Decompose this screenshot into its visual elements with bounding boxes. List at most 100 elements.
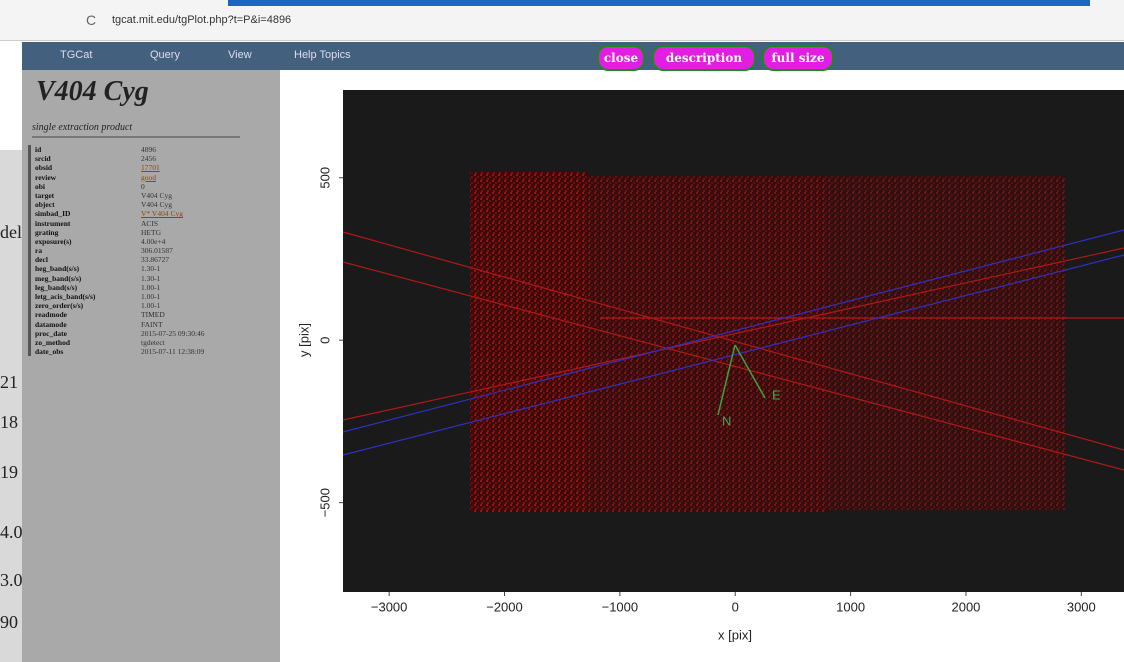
info-key: instrument <box>35 219 70 228</box>
sidebar-title: V404 Cyg <box>36 76 149 108</box>
nav-bar: TGCat Query View Help Topics close descriptio… <box>22 42 1124 70</box>
events-region <box>470 172 588 512</box>
info-key: obi <box>35 182 45 191</box>
info-value: TIMED <box>141 310 165 319</box>
compass-north: N <box>722 413 731 428</box>
info-row: grating HETG <box>35 228 235 237</box>
info-key: obsid <box>35 163 52 172</box>
info-row: meg_band(s/s)1.30-1 <box>35 274 235 283</box>
x-tick-label: 1000 <box>836 599 865 614</box>
info-value: 306.01587 <box>141 246 173 255</box>
info-key: id <box>35 145 41 154</box>
info-value: 33.86727 <box>141 255 169 264</box>
x-tick-label: 3000 <box>1067 599 1096 614</box>
y-tick-label: −500 <box>317 488 332 517</box>
info-value: 1.00-1 <box>141 301 160 310</box>
info-value[interactable]: good <box>141 173 156 182</box>
info-value: ACIS <box>141 219 158 228</box>
sidebar: V404 Cyg single extraction product id 489… <box>22 70 280 662</box>
info-row: obi 0 <box>35 182 235 191</box>
y-axis-label: y [pix] <box>296 323 311 357</box>
x-tick-label: −2000 <box>486 599 523 614</box>
info-row: exposure(s) 4.00e+4 <box>35 237 235 246</box>
info-key: exposure(s) <box>35 237 72 246</box>
info-row: instrument ACIS <box>35 219 235 228</box>
x-tick-label: −3000 <box>371 599 408 614</box>
browser-bar: C tgcat.mit.edu/tgPlot.php?t=P&i=4896 <box>0 0 1124 41</box>
y-tick-label: 500 <box>317 167 332 189</box>
info-value: 1.30-1 <box>141 274 160 283</box>
page: C tgcat.mit.edu/tgPlot.php?t=P&i=4896 de… <box>0 0 1124 662</box>
reload-icon[interactable]: C <box>86 12 96 28</box>
info-key: grating <box>35 228 58 237</box>
info-value: HETG <box>141 228 161 237</box>
compass-east: E <box>772 387 781 402</box>
info-row: srcid 2456 <box>35 154 235 163</box>
info-row: target V404 Cyg <box>35 191 235 200</box>
info-value: FAINT <box>141 320 163 329</box>
info-row: object V404 Cyg <box>35 200 235 209</box>
events-region <box>828 176 1065 510</box>
x-tick-label: 2000 <box>951 599 980 614</box>
info-value: 1.00-1 <box>141 283 160 292</box>
info-key: srcid <box>35 154 51 163</box>
info-key: readmode <box>35 310 67 319</box>
background-fragment: 90 <box>0 612 18 633</box>
info-row: datamode FAINT <box>35 320 235 329</box>
info-value: 2015-07-11 12:38:09 <box>141 347 204 356</box>
nav-item[interactable]: TGCat <box>60 49 92 61</box>
nav-item[interactable]: Query <box>150 49 180 61</box>
info-value: 2015-07-25 09:30:46 <box>141 329 205 338</box>
tab-strip <box>228 0 1090 6</box>
background-fragment: 4.0 <box>0 522 22 543</box>
info-value: 4.00e+4 <box>141 237 165 246</box>
nav-item[interactable]: View <box>228 49 252 61</box>
info-value: V404 Cyg <box>141 191 172 200</box>
x-tick-label: 0 <box>732 599 739 614</box>
info-row: readmode TIMED <box>35 310 235 319</box>
y-tick-label: 0 <box>317 337 332 344</box>
sidebar-subtitle: single extraction product <box>32 122 240 138</box>
info-row: leg_band(s/s) 1.00-1 <box>35 283 235 292</box>
info-key: heg_band(s/s) <box>35 264 79 273</box>
background-fragment: del <box>0 222 22 243</box>
info-key: simbad_ID <box>35 209 70 218</box>
info-key: zo_method <box>35 338 70 347</box>
info-value: 2456 <box>141 154 156 163</box>
info-value: V404 Cyg <box>141 200 172 209</box>
nav-button[interactable]: description <box>652 45 756 71</box>
info-value: 1.00-1 <box>141 292 160 301</box>
x-axis-label: x [pix] <box>718 627 752 642</box>
info-value: 0 <box>141 182 145 191</box>
info-row: letg_acis_band(s/s) 1.00-1 <box>35 292 235 301</box>
nav-button[interactable]: close <box>597 45 645 71</box>
info-key: letg_acis_band(s/s) <box>35 292 95 301</box>
nav-item[interactable]: Help Topics <box>294 49 351 61</box>
info-value[interactable]: V* V404 Cyg <box>141 209 183 218</box>
info-row: date_obs 2015-07-11 12:38:09 <box>35 347 235 356</box>
info-value: 4896 <box>141 145 156 154</box>
background-fragment: 3.0 <box>0 570 22 591</box>
info-value: 1.30-1 <box>141 264 160 273</box>
info-key: date_obs <box>35 347 63 356</box>
info-key: leg_band(s/s) <box>35 283 77 292</box>
info-key: object <box>35 200 55 209</box>
info-row: obsid 17701 <box>35 163 235 172</box>
background-fragment: 18 <box>0 412 18 433</box>
info-key: target <box>35 191 54 200</box>
info-row: simbad_ID V* V404 Cyg <box>35 209 235 218</box>
url[interactable]: tgcat.mit.edu/tgPlot.php?t=P&i=4896 <box>112 14 291 26</box>
info-key: datamode <box>35 320 67 329</box>
nav-button[interactable]: full size <box>762 45 834 71</box>
events-region <box>588 176 828 512</box>
info-value[interactable]: 17701 <box>141 163 160 172</box>
background-fragment: 19 <box>0 462 18 483</box>
